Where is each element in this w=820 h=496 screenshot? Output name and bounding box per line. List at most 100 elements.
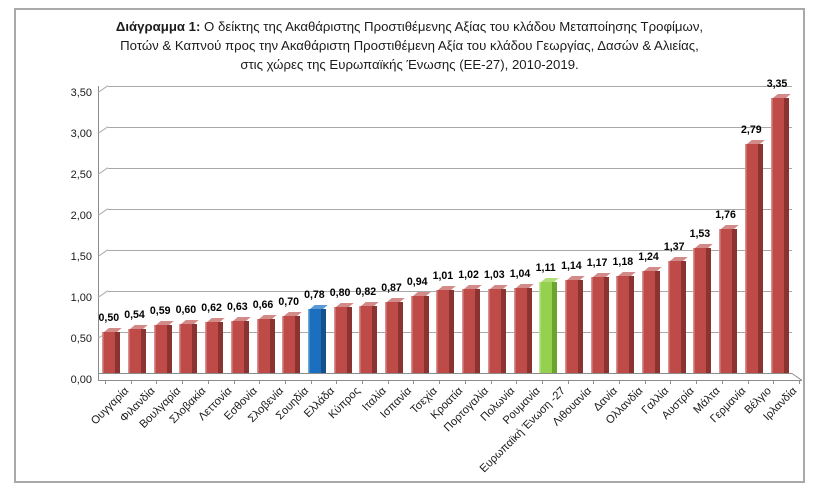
floor-back-edge xyxy=(98,373,792,374)
bar-body xyxy=(359,306,378,373)
x-axis-tick xyxy=(696,380,698,384)
x-axis-tick xyxy=(387,380,389,384)
bar-value-label: 1,37 xyxy=(663,241,685,253)
bar xyxy=(230,317,251,373)
x-axis-tick xyxy=(747,380,749,384)
bar-body xyxy=(642,271,660,373)
bar-value-label: 1,18 xyxy=(612,256,634,268)
y-axis-tick-label: 0,50 xyxy=(70,333,92,345)
x-axis-tick xyxy=(130,380,132,384)
bar xyxy=(436,286,457,373)
bar xyxy=(102,328,123,373)
bar-value-label: 0,60 xyxy=(175,304,197,316)
x-axis-tick xyxy=(233,380,235,384)
bar-body xyxy=(153,325,172,373)
bar-value-label: 1,01 xyxy=(432,270,454,282)
bar xyxy=(513,284,534,373)
bar xyxy=(179,320,200,373)
chart-title-line-3: στις χώρες της Ευρωπαϊκής Ένωσης (ΕΕ-27)… xyxy=(240,57,579,72)
chart-title-prefix: Διάγραμμα 1: xyxy=(115,19,201,34)
x-axis-tick xyxy=(182,380,184,384)
x-axis-tick xyxy=(362,380,363,384)
bar-body xyxy=(719,229,738,373)
bar xyxy=(385,298,405,373)
bar-body xyxy=(693,248,712,373)
bar-body xyxy=(616,276,635,373)
bar xyxy=(462,285,482,373)
bar xyxy=(410,292,431,373)
bar xyxy=(128,325,148,373)
bar-value-label: 1,11 xyxy=(535,262,556,274)
bar-body xyxy=(179,324,198,373)
chart-title-line-2: Ποτών & Καπνού προς την Ακαθάριστη Προστ… xyxy=(120,38,699,53)
bar xyxy=(667,257,688,373)
chart-frame: Διάγραμμα 1: Ο δείκτης της Ακαθάριστης Π… xyxy=(14,8,805,483)
x-axis-tick xyxy=(593,380,595,384)
bar-body xyxy=(333,307,352,373)
bar-value-label: 2,79 xyxy=(740,124,762,136)
x-axis-tick xyxy=(721,380,723,384)
bar-body xyxy=(744,144,763,373)
x-axis-tick xyxy=(336,380,338,384)
bar-value-label: 0,87 xyxy=(381,282,402,294)
bar-body xyxy=(590,277,609,373)
bar xyxy=(307,305,328,373)
y-axis-line xyxy=(98,86,99,381)
bar-body xyxy=(667,261,686,373)
bar xyxy=(564,276,585,373)
y-gridline-connector xyxy=(97,290,109,298)
bar-value-label: 0,78 xyxy=(304,289,325,301)
y-axis-tick-label: 1,50 xyxy=(70,251,92,263)
bar xyxy=(205,318,225,373)
chart-title-line-1: Διάγραμμα 1: Ο δείκτης της Ακαθάριστης Π… xyxy=(16,17,803,36)
bar xyxy=(282,312,302,373)
bar xyxy=(153,321,174,373)
bar-body xyxy=(230,321,249,373)
y-gridline xyxy=(108,86,792,87)
bar-body xyxy=(128,329,146,373)
bar-value-label: 0,62 xyxy=(201,302,222,314)
x-axis-tick xyxy=(464,380,466,384)
bar-body xyxy=(282,316,301,373)
x-axis-tick xyxy=(490,380,492,384)
bar xyxy=(333,303,354,373)
y-gridline-connector xyxy=(97,249,109,257)
bar-value-label: 0,70 xyxy=(278,296,299,308)
y-gridline-connector xyxy=(97,126,109,134)
bar-value-label: 0,54 xyxy=(124,309,145,321)
x-axis-tick xyxy=(567,380,569,384)
bar xyxy=(770,94,791,373)
bar-body xyxy=(410,296,429,373)
x-axis-tick xyxy=(413,380,415,384)
bar xyxy=(590,273,611,373)
y-axis-tick-label: 3,00 xyxy=(70,128,92,140)
bar xyxy=(642,267,662,373)
bar-body xyxy=(487,289,506,373)
bar-body xyxy=(436,290,455,373)
bar-body xyxy=(770,98,789,373)
y-gridline xyxy=(108,209,792,210)
bar-body xyxy=(205,322,224,373)
y-axis-tick-label: 2,00 xyxy=(70,210,92,222)
bar-body xyxy=(539,282,558,373)
bar-value-label: 0,94 xyxy=(406,276,428,288)
y-gridline-connector xyxy=(97,208,109,216)
x-axis-tick xyxy=(259,380,261,384)
bar xyxy=(539,278,559,373)
y-axis-tick-label: 3,50 xyxy=(70,87,92,99)
x-axis-tick xyxy=(670,380,672,384)
bar xyxy=(487,285,508,373)
bar-value-label: 1,02 xyxy=(458,269,479,281)
bar-body xyxy=(462,289,481,373)
bar-body xyxy=(385,302,403,373)
x-axis-tick xyxy=(105,380,106,384)
x-axis-tick xyxy=(207,380,209,384)
floor-front-edge xyxy=(98,380,802,381)
bar-body xyxy=(102,332,121,373)
bar-body xyxy=(256,319,275,373)
bar-body xyxy=(564,280,583,373)
x-axis-tick xyxy=(644,380,646,384)
x-axis-tick xyxy=(798,380,800,384)
x-axis-tick xyxy=(156,380,158,384)
